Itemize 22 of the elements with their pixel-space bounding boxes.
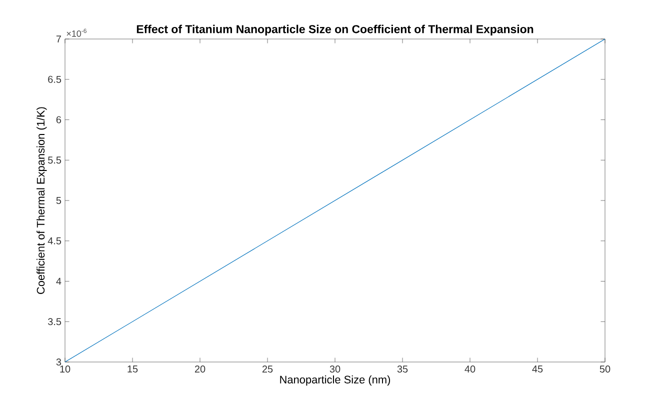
y-tick-label: 7 — [56, 36, 61, 42]
y-tick-label: 5.5 — [48, 156, 62, 164]
x-tick-label: 15 — [128, 366, 138, 372]
x-tick-label: 10 — [60, 366, 70, 373]
x-tick-label: 35 — [397, 366, 408, 373]
x-tick-label: 25 — [262, 366, 273, 373]
x-tick-label: 30 — [330, 366, 340, 373]
x-tick-label: 20 — [194, 366, 206, 373]
y-tick-label: 3.5 — [48, 318, 62, 326]
x-tick-label: 40 — [464, 366, 476, 373]
chart-title: Effect of Titanium Nanoparticle Size on Coefficient of Thermal Expansion — [136, 24, 534, 36]
x-tick-label: 50 — [600, 366, 610, 373]
y-tick-label: 6.5 — [48, 76, 62, 83]
y-tick-label: 3 — [56, 358, 62, 366]
x-axis-title: Nanoparticle Size (nm) — [280, 375, 390, 386]
y-tick-label: 5 — [56, 197, 62, 204]
y-tick-label: 6 — [56, 116, 62, 124]
text: ×10$^{-6}$ — [66, 28, 86, 37]
y-tick-label: 4.5 — [48, 237, 62, 244]
x-tick-label: 45 — [532, 366, 543, 372]
y-axis-title: Coefficient of Thermal Expansion (1/K) — [36, 107, 47, 294]
y-tick-label: 4 — [56, 278, 62, 285]
